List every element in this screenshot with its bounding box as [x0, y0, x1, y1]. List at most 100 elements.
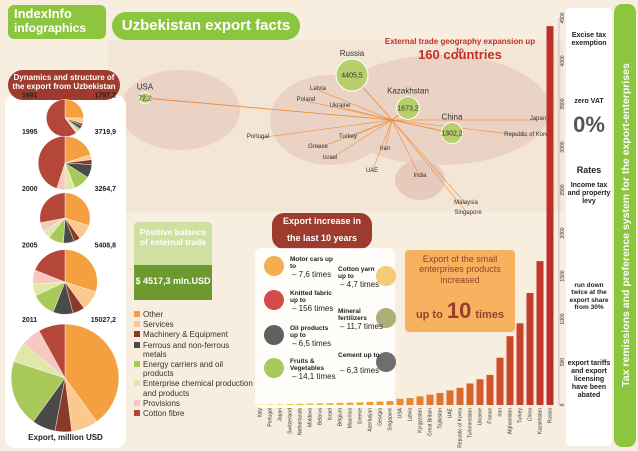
- legend-item: Energy carriers and oil products: [134, 360, 254, 378]
- x-tick-label: Tajikistan: [438, 408, 444, 429]
- trade-arrow: [305, 100, 393, 121]
- bar: [476, 379, 484, 405]
- pie-slice: [64, 99, 84, 119]
- bubble-label: 1673,2: [397, 106, 419, 113]
- small-text: Export of the small enterprises products…: [419, 254, 501, 285]
- tax-item: export tariffs and export licensing have…: [567, 360, 611, 400]
- country-bubble: [138, 91, 152, 105]
- bubble-label: 72,2: [138, 96, 152, 103]
- y-tick-label: 1000: [560, 313, 566, 324]
- pie-total-label: 15027,2: [91, 317, 116, 324]
- tax-item: run down twice at the export share from …: [569, 282, 609, 312]
- x-tick-label: Georgia: [378, 408, 384, 426]
- tax-panel: [566, 8, 612, 446]
- map-label: Malaysia: [454, 200, 478, 206]
- pie-year: 2000: [22, 186, 38, 193]
- legend-item: Ferrous and non-ferrous metals: [134, 341, 254, 359]
- map-title: External trade geography expansion up to: [384, 37, 536, 56]
- bar: [316, 403, 324, 405]
- pie-title: Dynamics and structure of the export fro…: [12, 73, 116, 92]
- map-label: Greece: [308, 144, 328, 150]
- item-value: – 6,5 times: [292, 339, 332, 348]
- item-value: – 4,7 times: [340, 280, 380, 289]
- x-tick-label: Kyrgyzstan: [418, 408, 424, 433]
- item-value: – 11,7 times: [340, 322, 383, 331]
- x-tick-label: Italy: [258, 408, 264, 418]
- pie-year: 2005: [22, 243, 38, 250]
- tax-strip: [614, 4, 636, 447]
- pie-year: 1991: [22, 92, 38, 99]
- bar: [376, 401, 384, 405]
- x-tick-label: Mauritius: [348, 408, 354, 429]
- legend-item: Provisions: [134, 399, 254, 408]
- y-tick-label: 2500: [560, 184, 566, 195]
- pie-slice: [38, 323, 66, 379]
- legend-swatch: [134, 341, 140, 348]
- increase-title: Export increase in: [282, 216, 362, 226]
- x-tick-label: Japan: [278, 408, 284, 422]
- x-tick-label: Belarus: [318, 408, 324, 425]
- logo-text: IndexInfo: [14, 6, 72, 21]
- tax-item: Rates: [576, 165, 602, 175]
- product-icon: [376, 352, 396, 372]
- bar: [286, 403, 294, 405]
- x-tick-label: Belgium: [338, 408, 344, 426]
- item-label: Knitted fabric up to: [290, 290, 332, 305]
- y-tick-label: 3500: [560, 98, 566, 109]
- legend-item: Services: [134, 320, 254, 329]
- pie-total-label: 1797,2: [95, 92, 117, 99]
- y-tick-label: 500: [560, 358, 566, 367]
- trade-arrow: [391, 119, 421, 178]
- bar: [356, 402, 364, 405]
- product-icon: [376, 308, 396, 328]
- map-label: Republic of Korea: [504, 132, 552, 138]
- legend-label: Energy carriers and oil products: [143, 359, 224, 379]
- x-tick-label: Israel: [328, 408, 334, 420]
- country-name: Kazakhstan: [387, 87, 429, 96]
- country-bubble: [335, 58, 369, 92]
- legend-item: Cotton fibre: [134, 409, 254, 418]
- item-label: Oil products up to: [290, 325, 329, 340]
- map-label: Iran: [380, 146, 390, 152]
- legend-swatch: [134, 409, 140, 416]
- trade-arrow: [371, 119, 393, 173]
- x-tick-label: China: [528, 408, 534, 421]
- bar: [296, 403, 304, 405]
- bar: [386, 401, 394, 405]
- pie-total-label: 3264,7: [95, 186, 117, 193]
- pie-total-label: 3719,9: [95, 129, 117, 136]
- x-tick-label: Kazakhstan: [538, 408, 544, 434]
- map-label: Latvia: [310, 86, 327, 92]
- legend-item: Enterprise chemical production and produ…: [134, 379, 254, 398]
- legend-swatch: [134, 311, 140, 317]
- pie-slice: [34, 249, 66, 283]
- map-label: Turkey: [339, 134, 357, 140]
- legend-label: Provisions: [143, 398, 180, 408]
- item-value: – 7,6 times: [292, 270, 332, 279]
- item-value: – 156 times: [292, 304, 334, 313]
- y-tick-label: 4000: [560, 55, 566, 66]
- title-pill: [112, 12, 300, 40]
- y-tick-label: 0: [560, 403, 566, 406]
- legend-item: Other: [134, 310, 254, 319]
- bar: [416, 396, 424, 405]
- legend-swatch: [134, 399, 140, 406]
- product-icon: [376, 266, 396, 286]
- legend-swatch: [134, 360, 140, 367]
- bar: [276, 404, 284, 405]
- small-emph: up to 10 times: [405, 298, 515, 323]
- trade-arrow: [317, 89, 393, 121]
- tax-item: Excise tax exemption: [571, 32, 607, 48]
- bubble-label: 1302,2: [441, 131, 463, 138]
- x-tick-label: Switzerland: [288, 408, 294, 434]
- bar: [486, 374, 494, 405]
- land: [120, 70, 240, 150]
- x-tick-label: Republic of Korea: [458, 408, 464, 448]
- x-tick-label: Russia: [548, 408, 554, 424]
- trade-arrow: [144, 97, 393, 121]
- trade-arrow: [339, 106, 393, 121]
- x-tick-label: Moldova: [308, 408, 314, 427]
- product-icon: [264, 358, 284, 378]
- tax-value: 0%: [573, 112, 605, 137]
